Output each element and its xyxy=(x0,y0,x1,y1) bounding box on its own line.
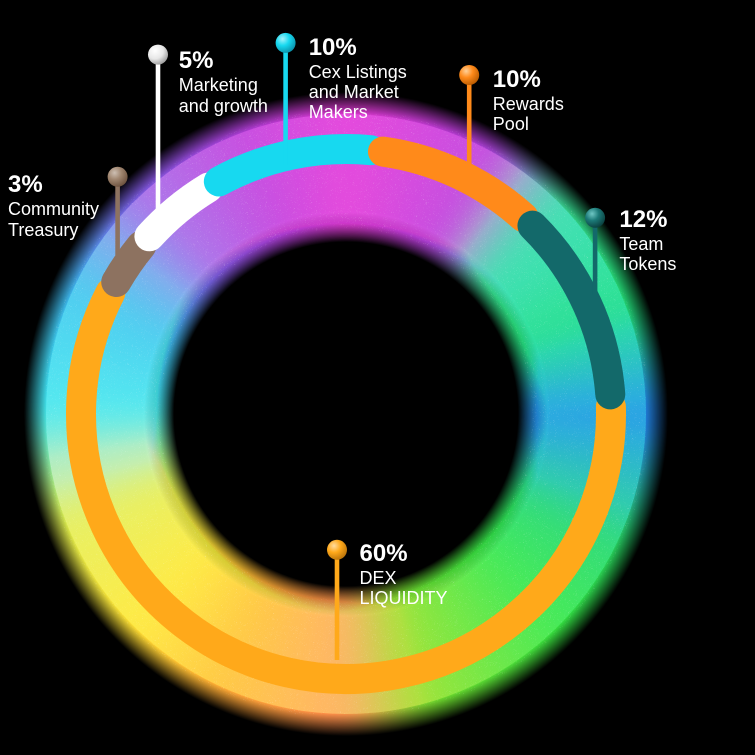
svg-text:Treasury: Treasury xyxy=(8,220,78,240)
svg-text:LIQUIDITY: LIQUIDITY xyxy=(360,588,448,608)
svg-text:Team: Team xyxy=(619,234,663,254)
svg-text:and Market: and Market xyxy=(309,82,399,102)
svg-text:10%: 10% xyxy=(493,66,541,93)
svg-text:DEX: DEX xyxy=(360,568,397,588)
svg-text:Community: Community xyxy=(8,199,99,219)
svg-text:Rewards: Rewards xyxy=(493,94,564,114)
svg-text:3%: 3% xyxy=(8,171,43,198)
svg-text:60%: 60% xyxy=(360,540,408,567)
svg-text:and growth: and growth xyxy=(179,96,268,116)
svg-text:12%: 12% xyxy=(619,206,667,233)
svg-text:Pool: Pool xyxy=(493,114,529,134)
svg-text:Cex Listings: Cex Listings xyxy=(309,62,407,82)
svg-text:5%: 5% xyxy=(179,47,214,74)
svg-text:10%: 10% xyxy=(309,34,357,61)
svg-text:Marketing: Marketing xyxy=(179,75,258,95)
svg-text:Tokens: Tokens xyxy=(619,254,676,274)
svg-text:Makers: Makers xyxy=(309,102,368,122)
